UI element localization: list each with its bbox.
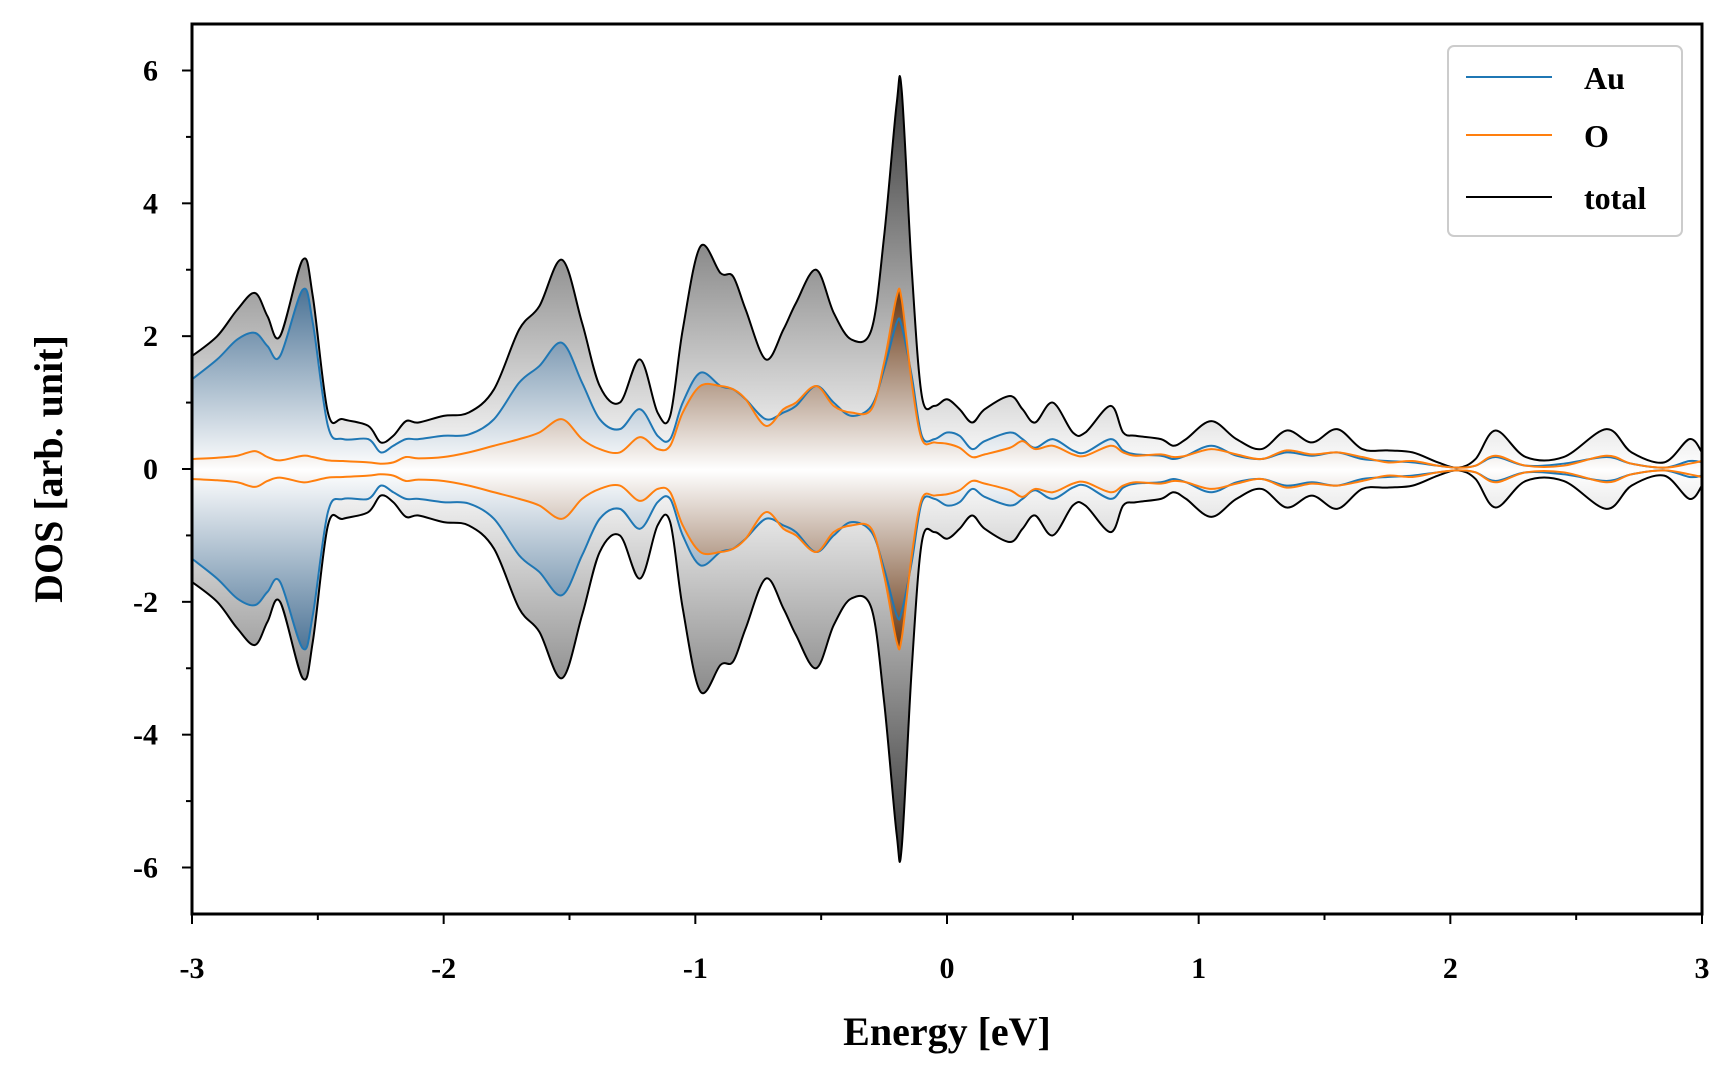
x-axis: -3 -2 -1 0 1 2 3 — [180, 914, 1710, 985]
fill-au-spin-down — [192, 469, 1702, 650]
x-tick-label: -2 — [431, 952, 456, 985]
line-total-spin-down — [192, 469, 1702, 863]
y-tick-label: -4 — [133, 719, 158, 752]
line-o-spin-up — [192, 287, 1702, 469]
x-tick-label: 0 — [940, 952, 955, 985]
legend-entry-au: Au — [1466, 60, 1625, 96]
series-lines — [192, 75, 1702, 863]
fill-au-spin-up — [192, 288, 1702, 469]
legend-label-au: Au — [1584, 60, 1625, 96]
fill-total-spin-down — [192, 469, 1702, 862]
legend: Au O total — [1447, 45, 1683, 237]
x-tick-label: 2 — [1443, 952, 1458, 985]
legend-box — [1447, 45, 1683, 237]
y-tick-label: -2 — [133, 586, 158, 619]
y-axis-title: DOS [arb. unit] — [26, 335, 71, 603]
legend-label-o: O — [1584, 118, 1609, 154]
line-au-spin-up — [192, 287, 1702, 469]
x-axis-title: Energy [eV] — [843, 1009, 1051, 1054]
legend-label-total: total — [1584, 180, 1646, 216]
line-au-spin-down — [192, 469, 1702, 651]
legend-entry-total: total — [1466, 180, 1646, 216]
line-o-spin-down — [192, 469, 1702, 651]
y-tick-label: -6 — [133, 852, 158, 885]
line-total-spin-up — [192, 75, 1702, 469]
y-axis: -6 -4 -2 0 2 4 6 — [133, 54, 192, 885]
x-tick-label: 1 — [1191, 952, 1206, 985]
y-tick-label: 6 — [143, 54, 158, 87]
x-tick-label: 3 — [1695, 952, 1710, 985]
legend-entry-o: O — [1466, 118, 1609, 154]
y-tick-label: 4 — [143, 187, 158, 220]
y-tick-label: 2 — [143, 320, 158, 353]
x-tick-label: -3 — [180, 952, 205, 985]
y-tick-label: 0 — [143, 453, 158, 486]
x-tick-label: -1 — [683, 952, 708, 985]
